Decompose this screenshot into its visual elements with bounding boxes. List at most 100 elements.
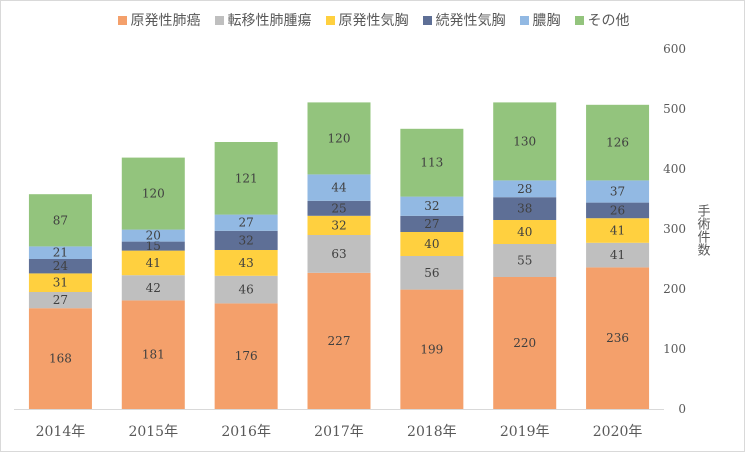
data-label: 37 xyxy=(610,185,625,199)
y-axis-title: 手術件数 xyxy=(695,204,711,256)
bar-segment xyxy=(400,196,464,216)
data-label: 32 xyxy=(239,233,254,247)
data-label: 126 xyxy=(606,136,629,150)
y-tick-label: 100 xyxy=(663,342,686,356)
data-label: 31 xyxy=(53,276,68,290)
bar-segment xyxy=(400,232,464,256)
y-tick-label: 400 xyxy=(663,162,686,176)
data-label: 32 xyxy=(331,218,346,232)
legend-swatch xyxy=(422,15,432,25)
bar-segment xyxy=(586,202,650,219)
legend-label: 転移性肺腫瘍 xyxy=(227,13,312,29)
x-tick-label: 2016年 xyxy=(221,424,271,440)
bar-segment xyxy=(307,215,371,235)
legend-label: 原発性気胸 xyxy=(338,13,409,29)
bar-segment xyxy=(28,273,92,292)
data-label: 25 xyxy=(331,201,346,215)
legend-item: 原発性気胸 xyxy=(325,10,409,30)
legend-label: 膿胸 xyxy=(532,13,561,29)
bar-segment xyxy=(214,250,278,276)
data-label: 113 xyxy=(420,156,443,170)
legend-label: 続発性気胸 xyxy=(435,13,506,29)
legend-swatch xyxy=(574,15,584,25)
data-label: 41 xyxy=(610,248,625,262)
bar-segment xyxy=(400,215,464,232)
data-label: 41 xyxy=(610,224,625,238)
bar-segment xyxy=(121,300,185,409)
bar-segment xyxy=(493,277,557,409)
y-tick-label: 300 xyxy=(663,222,686,236)
bar-segment xyxy=(493,102,557,181)
x-tick-label: 2018年 xyxy=(407,424,457,440)
data-label: 43 xyxy=(239,256,254,270)
data-label: 120 xyxy=(142,187,165,201)
data-label: 28 xyxy=(517,182,532,196)
bar-segment xyxy=(307,235,371,273)
data-label: 38 xyxy=(517,202,532,216)
data-label: 21 xyxy=(53,246,68,260)
bar-segment xyxy=(586,267,650,409)
y-tick-label: 600 xyxy=(663,42,686,56)
data-label: 27 xyxy=(53,293,68,307)
bar-segment xyxy=(28,292,92,309)
bar-segment xyxy=(214,303,278,409)
bar-segment xyxy=(400,289,464,409)
bar-segment xyxy=(586,180,650,203)
legend-swatch xyxy=(214,15,224,25)
data-label: 24 xyxy=(53,259,69,273)
bar-segment xyxy=(493,197,557,220)
bar-segment xyxy=(121,229,185,242)
data-label: 44 xyxy=(331,181,347,195)
bar-segment xyxy=(307,102,371,175)
data-label: 32 xyxy=(424,199,439,213)
bar-segment xyxy=(400,256,464,290)
data-label: 176 xyxy=(235,349,258,363)
bar-segment xyxy=(493,180,557,198)
data-label: 56 xyxy=(424,266,439,280)
data-label: 168 xyxy=(49,352,72,366)
bar-segment xyxy=(493,220,557,244)
bar-segment xyxy=(28,246,92,259)
bar-segment xyxy=(121,241,185,251)
legend-item: 転移性肺腫瘍 xyxy=(214,10,312,30)
data-label: 20 xyxy=(146,229,161,243)
bar-segment xyxy=(493,244,557,277)
data-label: 227 xyxy=(328,334,351,348)
data-label: 220 xyxy=(513,336,536,350)
legend-item: 膿胸 xyxy=(519,10,561,30)
data-label: 121 xyxy=(235,171,258,185)
bar-segment xyxy=(586,218,650,243)
data-label: 87 xyxy=(53,213,68,227)
data-label: 27 xyxy=(239,216,254,230)
legend-label: その他 xyxy=(587,13,630,29)
data-label: 40 xyxy=(424,237,439,251)
data-label: 15 xyxy=(146,239,161,253)
bar-segment xyxy=(121,157,185,230)
legend-swatch xyxy=(325,15,335,25)
bar-segment xyxy=(28,194,92,247)
bar-segment xyxy=(121,250,185,276)
data-label: 26 xyxy=(610,203,625,217)
y-tick-label: 0 xyxy=(678,402,686,416)
legend: 原発性肺癌 転移性肺腫瘍 原発性気胸 続発性気胸 膿胸 その他 xyxy=(1,9,746,31)
legend-label: 原発性肺癌 xyxy=(130,13,201,29)
y-tick-label: 500 xyxy=(663,102,686,116)
x-tick-label: 2014年 xyxy=(36,424,86,440)
data-label: 55 xyxy=(517,254,532,268)
bar-segment xyxy=(214,142,278,215)
bar-segment xyxy=(307,272,371,409)
bar-segment xyxy=(28,259,92,274)
bar-segment xyxy=(214,230,278,250)
data-label: 236 xyxy=(606,331,629,345)
x-tick-label: 2015年 xyxy=(128,424,178,440)
data-label: 27 xyxy=(424,217,439,231)
data-label: 41 xyxy=(146,256,161,270)
bar-segment xyxy=(214,275,278,304)
data-label: 46 xyxy=(239,283,254,297)
bar-segment xyxy=(586,104,650,181)
x-tick-label: 2020年 xyxy=(593,424,643,440)
bar-segment xyxy=(307,174,371,201)
x-tick-label: 2017年 xyxy=(314,424,364,440)
data-label: 120 xyxy=(328,131,351,145)
